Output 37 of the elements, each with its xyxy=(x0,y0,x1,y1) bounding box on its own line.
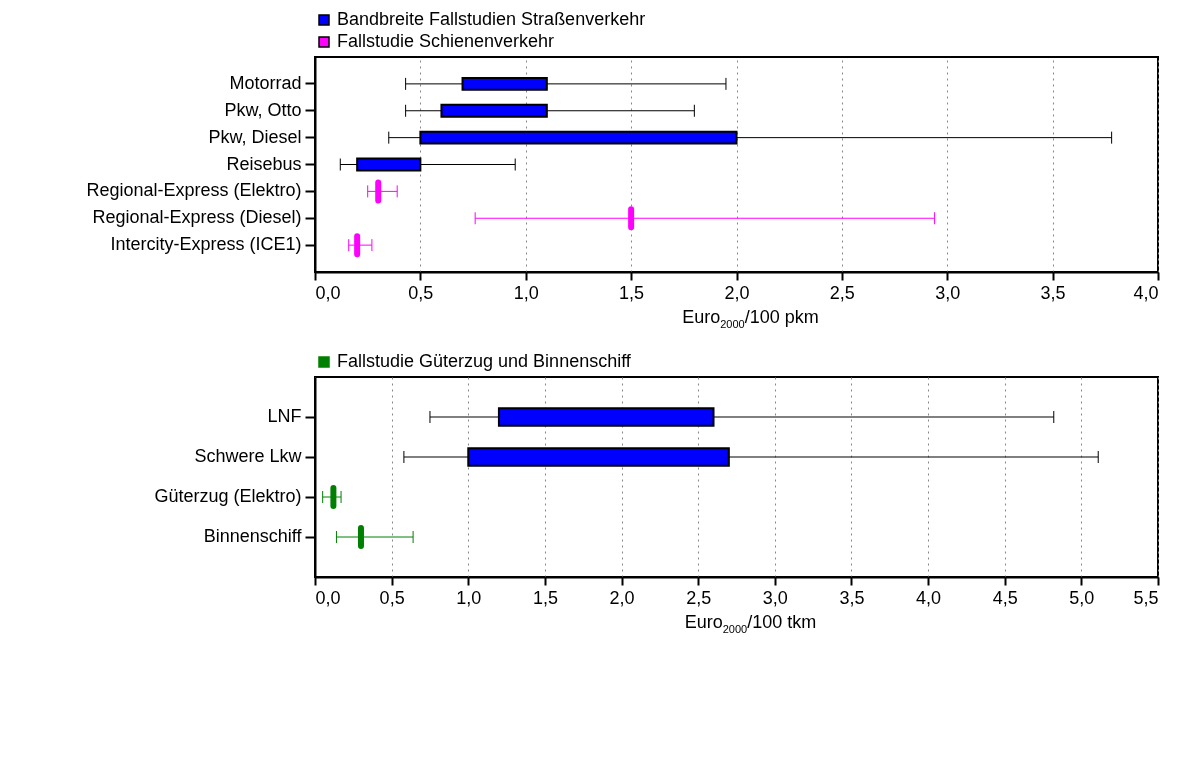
x-tick-label: 2,0 xyxy=(609,587,635,608)
y-tick-label: Regional-Express (Diesel) xyxy=(92,207,302,228)
y-tick-label: Intercity-Express (ICE1) xyxy=(110,234,302,255)
y-tick-label: Güterzug (Elektro) xyxy=(154,485,302,506)
legend-label: Fallstudie Schienenverkehr xyxy=(337,31,555,51)
x-tick-label: 3,5 xyxy=(1040,282,1066,303)
legend-label: Fallstudie Güterzug und Binnenschiff xyxy=(337,350,632,371)
y-tick-label: Pkw, Diesel xyxy=(208,126,302,147)
y-tick-label: Motorrad xyxy=(229,72,302,93)
x-tick-label: 5,5 xyxy=(1133,587,1159,608)
x-tick-label: 2,5 xyxy=(686,587,712,608)
y-tick-label: Pkw, Otto xyxy=(224,99,302,120)
x-tick-label: 1,5 xyxy=(619,282,645,303)
x-tick-label: 5,0 xyxy=(1069,587,1095,608)
y-tick-label: LNF xyxy=(267,405,302,426)
x-tick-label: 4,0 xyxy=(916,587,942,608)
x-axis-title: Euro$_{2000}$/100 pkm xyxy=(681,307,820,332)
x-tick-label: 0,0 xyxy=(315,587,341,608)
legend-label: Bandbreite Fallstudien Straßenverkehr xyxy=(337,9,646,29)
x-tick-label: 0,5 xyxy=(379,587,405,608)
x-axis-title: Euro$_{2000}$/100 tkm xyxy=(683,611,818,637)
x-tick-label: 0,5 xyxy=(408,282,434,303)
x-tick-label: 1,5 xyxy=(532,587,558,608)
x-tick-label: 1,0 xyxy=(513,282,539,303)
y-tick-label: Schwere Lkw xyxy=(194,445,303,466)
x-tick-label: 2,0 xyxy=(724,282,750,303)
x-tick-label: 3,0 xyxy=(762,587,788,608)
y-tick-label: Reisebus xyxy=(226,153,302,174)
x-tick-label: 1,0 xyxy=(456,587,482,608)
y-tick-label: Regional-Express (Elektro) xyxy=(86,180,302,201)
x-tick-label: 3,5 xyxy=(839,587,865,608)
x-tick-label: 3,0 xyxy=(935,282,961,303)
x-tick-label: 0,0 xyxy=(315,282,341,303)
y-tick-label: Binnenschiff xyxy=(203,525,303,546)
x-tick-label: 2,5 xyxy=(829,282,855,303)
x-tick-label: 4,5 xyxy=(992,587,1018,608)
x-tick-label: 4,0 xyxy=(1133,282,1159,303)
